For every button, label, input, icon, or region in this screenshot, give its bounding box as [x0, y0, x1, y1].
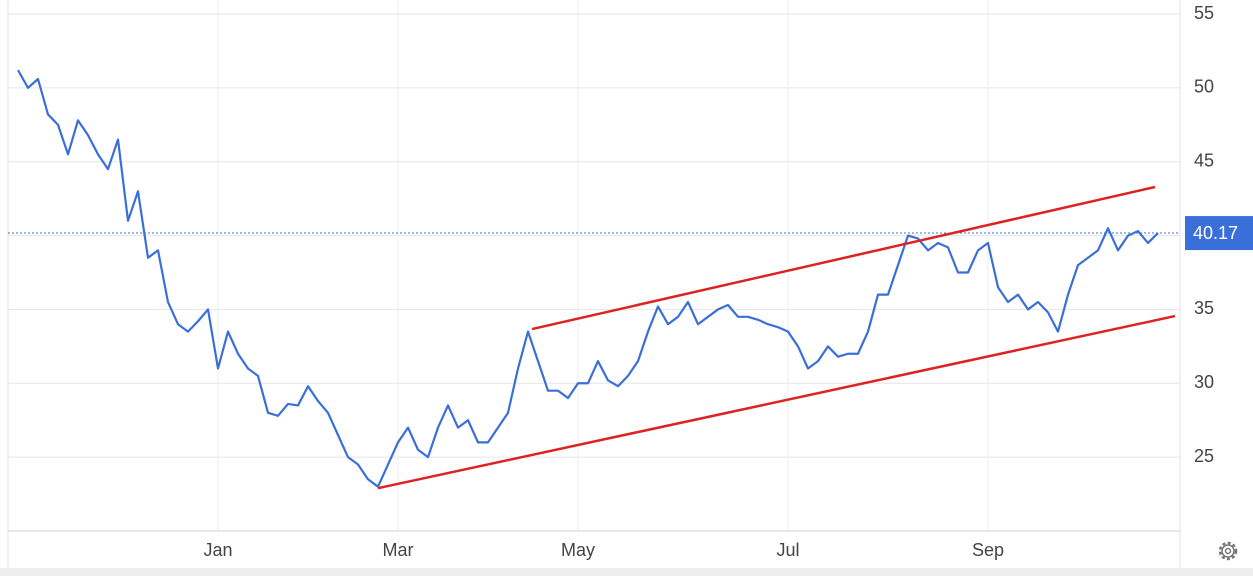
price-line: [17, 69, 1159, 488]
y-tick-label: 35: [1194, 298, 1214, 318]
x-tick-label: Sep: [972, 540, 1004, 560]
trend-line: [377, 314, 1176, 490]
x-tick-label: Jan: [203, 540, 232, 560]
trend-line: [531, 185, 1156, 331]
y-tick-label: 45: [1194, 150, 1214, 170]
x-tick-label: Mar: [383, 540, 414, 560]
settings-icon[interactable]: [1218, 541, 1238, 561]
last-value-label: 40.17: [1193, 223, 1238, 243]
last-value-badge: [1185, 216, 1253, 251]
y-tick-label: 30: [1194, 372, 1214, 392]
x-tick-label: May: [561, 540, 595, 560]
bottom-bar: [0, 568, 1253, 576]
y-tick-label: 55: [1194, 3, 1214, 23]
x-tick-label: Jul: [776, 540, 799, 560]
y-tick-label: 25: [1194, 446, 1214, 466]
y-tick-label: 50: [1194, 77, 1214, 97]
